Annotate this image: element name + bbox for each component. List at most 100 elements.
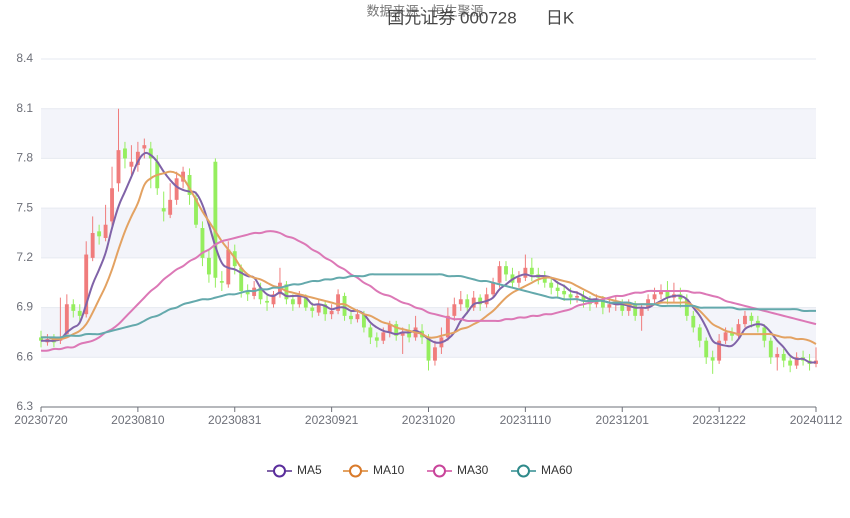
candle-body <box>194 198 198 225</box>
x-tick-label: 20230810 <box>111 413 165 427</box>
legend-icon <box>273 464 286 478</box>
candle-body <box>768 340 773 358</box>
y-tick-label: 7.8 <box>16 151 33 165</box>
candle-body <box>355 314 360 320</box>
candle-body <box>271 294 276 305</box>
candle-body <box>452 304 457 316</box>
candle-body <box>181 171 186 182</box>
x-tick-label: 20230921 <box>305 413 359 427</box>
candle-body <box>71 304 76 311</box>
candle-body <box>374 337 379 341</box>
candle-body <box>775 353 780 358</box>
candle-body <box>445 315 450 338</box>
legend-icon <box>517 464 530 478</box>
candle-body <box>116 150 121 184</box>
candle-body <box>39 337 43 341</box>
candle-body <box>245 291 250 295</box>
ma-line <box>41 273 816 339</box>
candle-body <box>743 315 747 325</box>
candle-body <box>129 161 134 167</box>
candle-body <box>213 161 218 278</box>
candle-body <box>730 332 734 336</box>
candle-body <box>426 337 431 361</box>
candle-body <box>336 294 341 311</box>
candle-body <box>148 148 153 159</box>
candle-body <box>575 295 579 298</box>
legend-icon <box>349 464 362 478</box>
candle-body <box>135 151 140 166</box>
candle-body <box>697 327 702 341</box>
candle-body <box>349 315 353 320</box>
ma-line <box>40 230 817 352</box>
candle-body <box>542 277 547 283</box>
candle-body <box>491 282 496 295</box>
candle-body <box>219 281 224 283</box>
legend-label: MA5 <box>297 463 322 477</box>
candle-body <box>549 282 554 288</box>
chart-title: 国元证券 000728 <box>387 8 516 27</box>
x-tick-label: 20231201 <box>596 413 650 427</box>
candle-body <box>174 178 179 200</box>
x-tick-label: 20231222 <box>692 413 746 427</box>
candle-body <box>77 310 82 316</box>
candle-body <box>368 327 373 338</box>
candle-body <box>497 266 502 283</box>
candle-body <box>407 332 412 338</box>
candle-body <box>297 295 302 305</box>
candle-body <box>749 315 754 321</box>
candle-body <box>581 295 586 301</box>
ma-line <box>41 151 817 364</box>
candle-body <box>400 332 405 336</box>
candle-body <box>303 297 308 308</box>
candle-body <box>652 294 657 300</box>
candle-body <box>265 300 269 303</box>
ma-line <box>40 170 817 345</box>
candle-body <box>84 254 89 315</box>
chart-subtitle: 数据来源：恒生聚源 <box>366 3 483 18</box>
candle-body <box>736 324 741 336</box>
candle-body <box>103 224 108 238</box>
candle-body <box>110 188 114 222</box>
candle-body <box>161 208 166 212</box>
legend-icon <box>433 464 446 478</box>
candle-body <box>484 294 489 305</box>
candle-body <box>562 291 567 295</box>
candle-body <box>142 145 147 149</box>
y-tick-label: 6.6 <box>16 349 33 363</box>
candle-body <box>781 353 786 361</box>
candle-body <box>394 324 399 336</box>
chart-title-right: 日K <box>546 8 575 27</box>
candle-body <box>239 267 244 291</box>
x-tick-label: 20231110 <box>500 413 552 427</box>
y-tick-label: 7.5 <box>16 200 33 214</box>
candle-body <box>258 287 263 300</box>
y-tick-label: 6.3 <box>16 399 33 413</box>
candle-body <box>710 357 715 361</box>
candle-body <box>639 307 644 316</box>
candle-body <box>90 233 95 258</box>
x-tick-label: 20230831 <box>208 413 262 427</box>
x-tick-label: 20240112 <box>790 413 843 427</box>
split-area <box>41 208 816 258</box>
split-area <box>41 108 816 159</box>
candle-body <box>206 257 211 275</box>
legend-label: MA60 <box>541 463 573 477</box>
candle-body <box>471 297 476 308</box>
candle-body <box>64 304 69 335</box>
candle-body <box>97 231 102 237</box>
y-tick-label: 6.9 <box>16 300 33 314</box>
candle-body <box>290 299 295 305</box>
x-tick-label: 20230720 <box>14 413 68 427</box>
candle-body <box>361 314 366 328</box>
candle-body <box>684 299 689 316</box>
candle-body <box>310 307 315 311</box>
candle-body <box>607 304 612 308</box>
candle-body <box>381 332 386 341</box>
candle-body <box>665 291 670 298</box>
candle-body <box>568 294 573 298</box>
candle-body <box>478 297 483 305</box>
candle-body <box>600 299 605 308</box>
candle-body <box>433 347 437 361</box>
candle-body <box>516 277 521 283</box>
